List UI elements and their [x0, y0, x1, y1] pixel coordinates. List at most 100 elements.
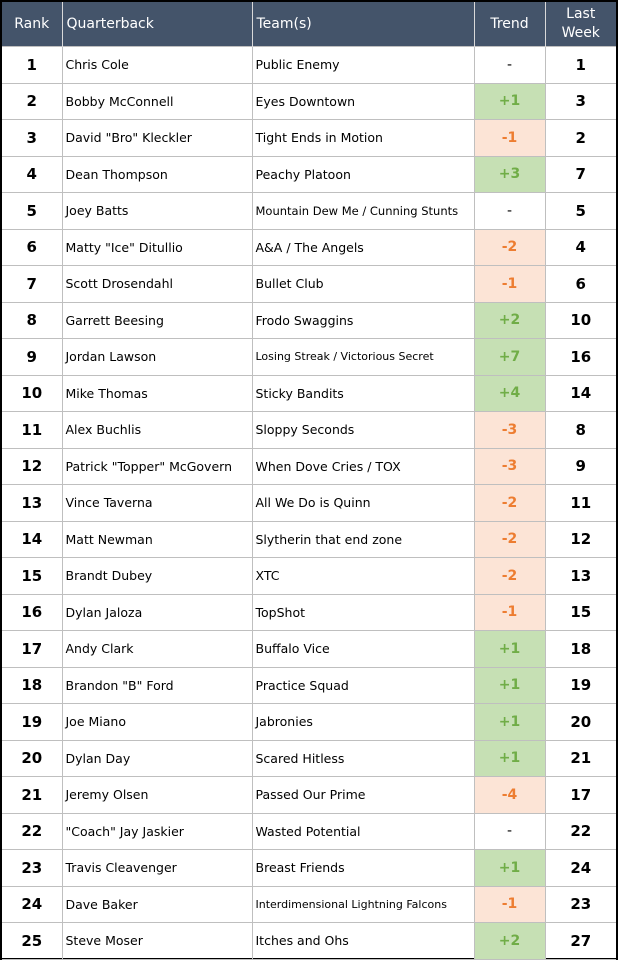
trend-cell: -3 — [473, 447, 546, 485]
trend-cell: -2 — [473, 228, 546, 266]
last-week-cell: 8 — [544, 411, 616, 449]
trend-cell: +1 — [473, 739, 546, 777]
quarterback-cell: Matt Newman — [61, 520, 253, 558]
quarterback-cell: Patrick "Topper" McGovern — [61, 447, 253, 485]
last-week-cell: 4 — [544, 228, 616, 266]
table-row: 4 Dean Thompson Peachy Platoon +3 7 — [2, 155, 616, 193]
last-week-cell: 7 — [544, 155, 616, 193]
quarterback-cell: Scott Drosendahl — [61, 265, 253, 303]
quarterback-cell: Garrett Beesing — [61, 301, 253, 339]
rank-cell: 9 — [2, 338, 63, 376]
last-week-cell: 27 — [544, 922, 616, 960]
header-last-week: Last Week — [545, 2, 616, 47]
quarterback-cell: Travis Cleavenger — [61, 849, 253, 887]
team-cell: Breast Friends — [251, 849, 475, 887]
last-week-cell: 11 — [544, 484, 616, 522]
trend-cell: +3 — [473, 155, 546, 193]
quarterback-cell: Brandon "B" Ford — [61, 666, 253, 704]
team-cell: Eyes Downtown — [251, 82, 475, 120]
last-week-cell: 3 — [544, 82, 616, 120]
team-cell: Sticky Bandits — [251, 374, 475, 412]
team-cell: Interdimensional Lightning Falcons — [251, 885, 475, 923]
trend-cell: -2 — [473, 557, 546, 595]
team-cell: Public Enemy — [251, 46, 475, 84]
quarterback-cell: Mike Thomas — [61, 374, 253, 412]
quarterback-cell: Dave Baker — [61, 885, 253, 923]
table-row: 19 Joe Miano Jabronies +1 20 — [2, 703, 616, 741]
table-row: 16 Dylan Jaloza TopShot -1 15 — [2, 593, 616, 631]
last-week-cell: 14 — [544, 374, 616, 412]
trend-cell: -1 — [473, 119, 546, 157]
header-rank: Rank — [2, 2, 63, 47]
last-week-cell: 22 — [544, 812, 616, 850]
trend-cell: - — [473, 192, 546, 230]
trend-cell: +1 — [473, 703, 546, 741]
trend-cell: +7 — [473, 338, 546, 376]
last-week-cell: 12 — [544, 520, 616, 558]
trend-cell: -1 — [473, 593, 546, 631]
quarterback-cell: Steve Moser — [61, 922, 253, 960]
table-row: 13 Vince Taverna All We Do is Quinn -2 11 — [2, 484, 616, 522]
trend-cell: -2 — [473, 484, 546, 522]
table-row: 7 Scott Drosendahl Bullet Club -1 6 — [2, 265, 616, 303]
trend-cell: -3 — [473, 411, 546, 449]
rank-cell: 17 — [2, 630, 63, 668]
quarterback-cell: Jordan Lawson — [61, 338, 253, 376]
team-cell: Losing Streak / Victorious Secret — [251, 338, 475, 376]
table-row: 23 Travis Cleavenger Breast Friends +1 24 — [2, 849, 616, 887]
rank-cell: 20 — [2, 739, 63, 777]
last-week-cell: 24 — [544, 849, 616, 887]
trend-cell: +1 — [473, 849, 546, 887]
team-cell: Peachy Platoon — [251, 155, 475, 193]
rank-cell: 24 — [2, 885, 63, 923]
trend-cell: +2 — [473, 922, 546, 960]
trend-cell: -1 — [473, 265, 546, 303]
team-cell: TopShot — [251, 593, 475, 631]
rank-cell: 8 — [2, 301, 63, 339]
rank-cell: 25 — [2, 922, 63, 960]
last-week-cell: 10 — [544, 301, 616, 339]
team-cell: Frodo Swaggins — [251, 301, 475, 339]
last-week-cell: 19 — [544, 666, 616, 704]
trend-cell: +1 — [473, 666, 546, 704]
last-week-cell: 20 — [544, 703, 616, 741]
table-row: 8 Garrett Beesing Frodo Swaggins +2 10 — [2, 301, 616, 339]
rank-cell: 3 — [2, 119, 63, 157]
last-week-cell: 13 — [544, 557, 616, 595]
trend-cell: - — [473, 46, 546, 84]
quarterback-cell: David "Bro" Kleckler — [61, 119, 253, 157]
last-week-cell: 6 — [544, 265, 616, 303]
quarterback-cell: Joey Batts — [61, 192, 253, 230]
last-week-cell: 23 — [544, 885, 616, 923]
table-body: 1 Chris Cole Public Enemy -1 2 Bobby McConnel… — [2, 46, 616, 960]
header-quarterback: Quarterback — [62, 2, 253, 47]
trend-cell: - — [473, 812, 546, 850]
last-week-cell: 2 — [544, 119, 616, 157]
rank-cell: 14 — [2, 520, 63, 558]
rank-cell: 12 — [2, 447, 63, 485]
team-cell: Bullet Club — [251, 265, 475, 303]
team-cell: Itches and Ohs — [251, 922, 475, 960]
team-cell: Tight Ends in Motion — [251, 119, 475, 157]
team-cell: Buffalo Vice — [251, 630, 475, 668]
rank-cell: 13 — [2, 484, 63, 522]
team-cell: Jabronies — [251, 703, 475, 741]
rank-cell: 6 — [2, 228, 63, 266]
trend-cell: +1 — [473, 630, 546, 668]
trend-cell: +2 — [473, 301, 546, 339]
table-row: 18 Brandon "B" Ford Practice Squad +1 19 — [2, 666, 616, 704]
last-week-cell: 9 — [544, 447, 616, 485]
team-cell: XTC — [251, 557, 475, 595]
quarterback-cell: Dylan Day — [61, 739, 253, 777]
table-row: 12 Patrick "Topper" McGovern When Dove Cri… — [2, 447, 616, 485]
team-cell: Practice Squad — [251, 666, 475, 704]
team-cell: Mountain Dew Me / Cunning Stunts — [251, 192, 475, 230]
last-week-cell: 16 — [544, 338, 616, 376]
quarterback-cell: Chris Cole — [61, 46, 253, 84]
quarterback-cell: Bobby McConnell — [61, 82, 253, 120]
table-row: 10 Mike Thomas Sticky Bandits +4 14 — [2, 374, 616, 412]
table-row: 22 "Coach" Jay Jaskier Wasted Potential -22 — [2, 812, 616, 850]
quarterback-cell: "Coach" Jay Jaskier — [61, 812, 253, 850]
quarterback-cell: Matty "Ice" Ditullio — [61, 228, 253, 266]
rank-cell: 2 — [2, 82, 63, 120]
